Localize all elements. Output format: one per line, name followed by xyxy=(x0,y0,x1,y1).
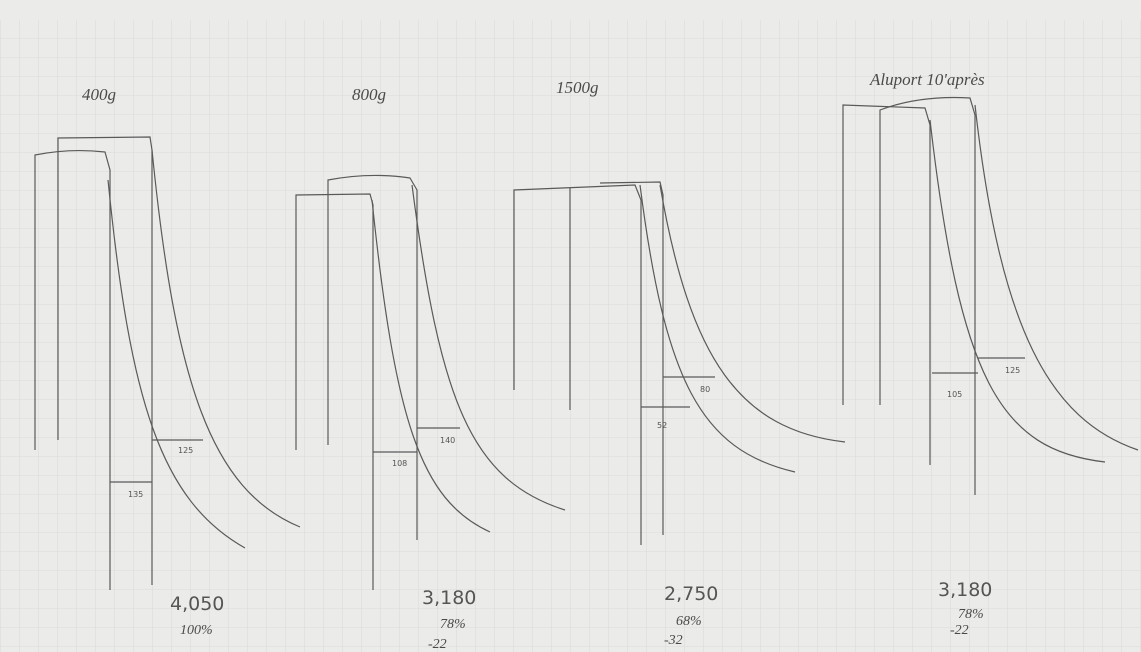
annotation: 135 xyxy=(128,490,143,499)
difference: -22 xyxy=(950,623,969,638)
difference: -32 xyxy=(664,633,683,648)
annotation: 80 xyxy=(700,385,710,394)
percent: 78% xyxy=(440,617,466,632)
annotation: 125 xyxy=(1005,366,1020,375)
result: 3,180 xyxy=(422,587,476,609)
result: 4,050 xyxy=(170,593,224,615)
panel-label: 800g xyxy=(352,85,386,104)
panel-label: 400g xyxy=(82,85,116,104)
annotation: 125 xyxy=(178,446,193,455)
difference: -22 xyxy=(428,637,447,652)
panel-label: 1500g xyxy=(556,78,599,97)
percent: 100% xyxy=(180,623,213,638)
percent: 68% xyxy=(676,614,702,629)
annotation: 52 xyxy=(657,421,667,430)
result: 3,180 xyxy=(938,579,992,601)
annotation: 140 xyxy=(440,436,455,445)
percent: 78% xyxy=(958,607,984,622)
panel-label: Aluport 10'après xyxy=(869,70,985,89)
annotation: 105 xyxy=(947,390,962,399)
annotation: 108 xyxy=(392,459,407,468)
scanned-sheet: 400g 800g 1500g Aluport 10'après 125 135… xyxy=(0,0,1141,652)
result: 2,750 xyxy=(664,583,718,605)
